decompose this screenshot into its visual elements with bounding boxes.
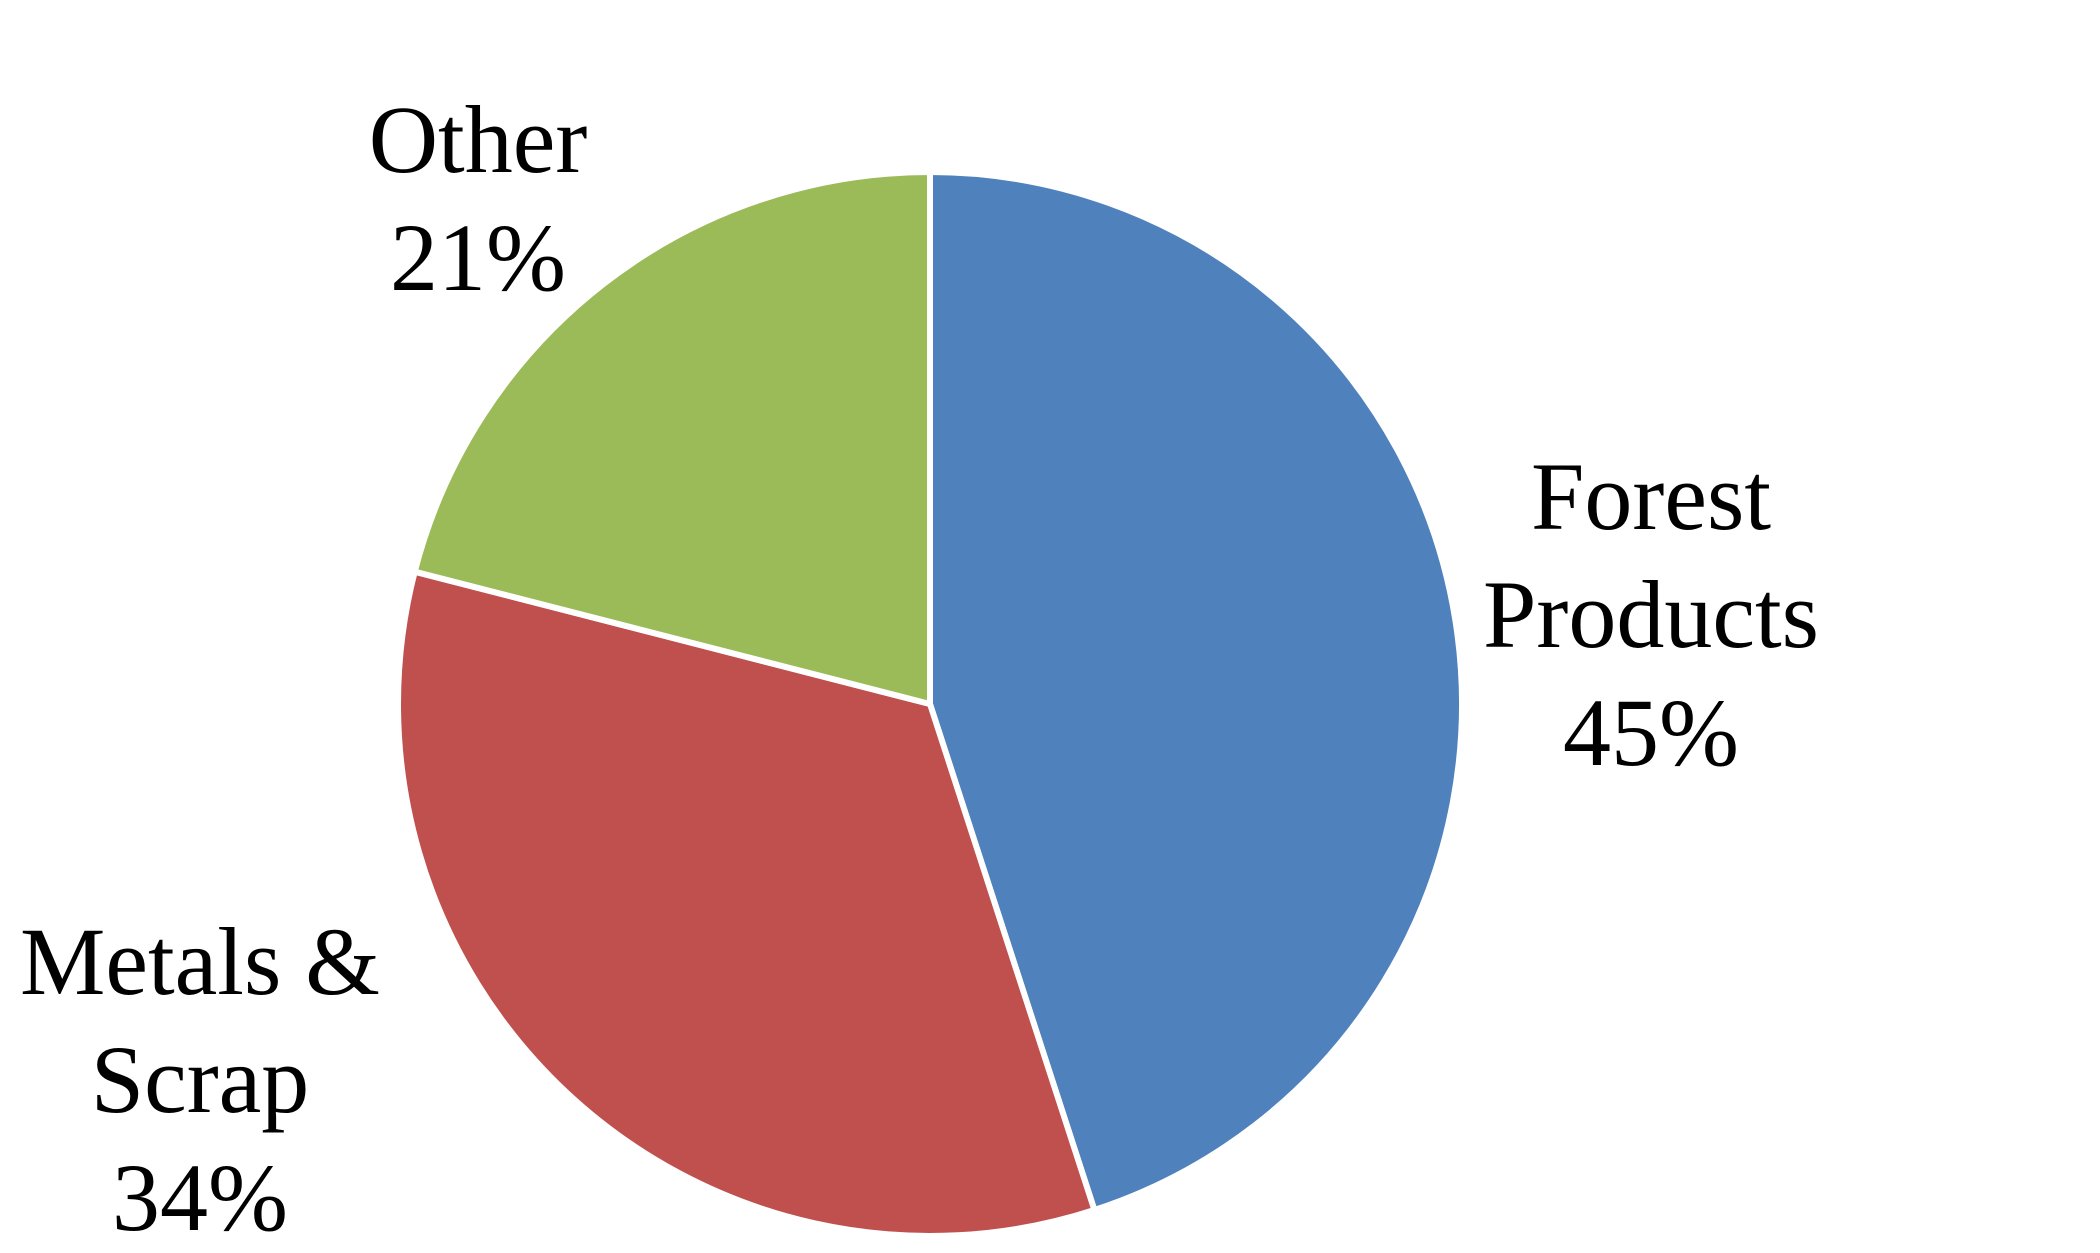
slice-label: Forest Products 45% — [1441, 438, 1861, 792]
slice-label: Other 21% — [268, 81, 688, 317]
category-label: Forest Products — [1483, 443, 1819, 668]
category-label: Metals & Scrap — [20, 908, 380, 1133]
pie-slice — [395, 568, 1098, 1239]
slice-label: Metals & Scrap 34% — [0, 903, 410, 1253]
value-label: 21% — [390, 204, 566, 311]
value-label: 34% — [112, 1144, 288, 1251]
pie-slice — [411, 169, 933, 707]
category-label: Other — [368, 86, 588, 193]
pie-slice — [927, 169, 1465, 1213]
value-label: 45% — [1563, 679, 1739, 786]
